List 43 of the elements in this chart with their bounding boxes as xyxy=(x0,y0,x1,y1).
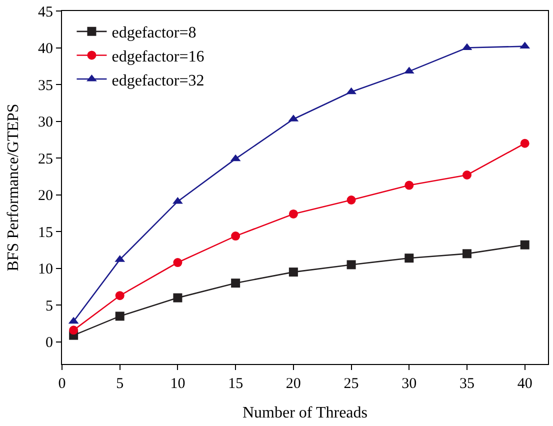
point xyxy=(346,196,356,204)
y-tick-label: 35 xyxy=(38,78,53,94)
x-tick-label: 15 xyxy=(228,376,244,392)
x-tick-label: 20 xyxy=(286,376,301,392)
x-tick-label: 5 xyxy=(116,376,124,392)
point xyxy=(231,232,240,241)
point xyxy=(115,312,124,321)
x-tick-label: 30 xyxy=(402,376,417,392)
point xyxy=(462,170,472,180)
point xyxy=(288,268,298,277)
y-tick-label: 5 xyxy=(46,298,53,314)
point xyxy=(346,87,356,94)
y-tick-label: 0 xyxy=(46,335,53,352)
legend-label: edgefactor=32 xyxy=(112,72,204,90)
y-axis-title: BFS Performance/GTEPS xyxy=(4,104,22,272)
point xyxy=(520,240,530,250)
point xyxy=(288,209,298,218)
y-tick-label: 25 xyxy=(38,151,53,168)
x-tick-label: 10 xyxy=(170,376,186,392)
point xyxy=(462,249,472,258)
x-tick-label: 35 xyxy=(460,376,474,392)
legend-label: edgefactor=8 xyxy=(112,24,196,42)
point xyxy=(404,254,414,263)
point xyxy=(172,196,183,204)
x-tick-label: 25 xyxy=(344,376,359,392)
y-tick-label: 45 xyxy=(38,4,53,20)
y-tick-label: 10 xyxy=(38,262,53,278)
y-tick-label: 20 xyxy=(38,188,53,204)
x-tick-label: 40 xyxy=(517,376,532,392)
point xyxy=(404,180,414,190)
point xyxy=(173,293,182,302)
point xyxy=(173,258,182,268)
point xyxy=(231,278,240,288)
point xyxy=(115,291,124,300)
x-axis-title: Number of Threads xyxy=(242,404,368,422)
y-tick-label: 15 xyxy=(38,224,53,241)
y-tick-label: 40 xyxy=(38,41,53,58)
point xyxy=(69,326,78,335)
point xyxy=(520,138,530,148)
x-tick-label: 0 xyxy=(58,376,66,392)
legend-label: edgefactor=16 xyxy=(112,48,204,66)
y-tick-label: 30 xyxy=(38,114,53,131)
point xyxy=(346,260,356,270)
